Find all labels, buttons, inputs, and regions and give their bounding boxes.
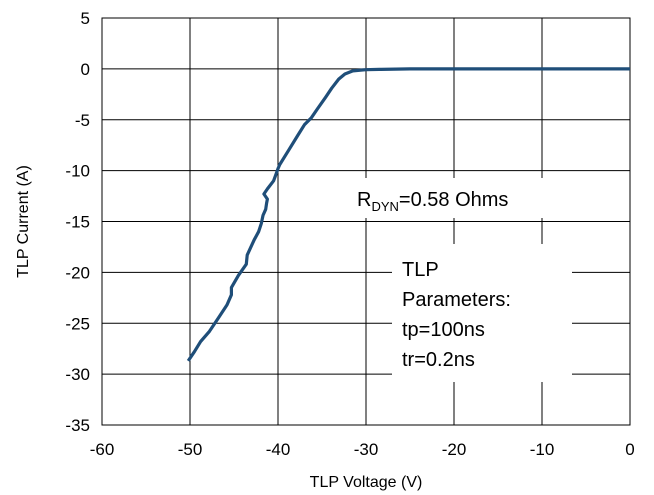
annotation-backgrounds: [348, 178, 580, 382]
tlp-param-line: tr=0.2ns: [402, 349, 475, 371]
tlp-param-line: Parameters:: [402, 289, 511, 311]
plot-area-border: [101, 17, 631, 426]
x-tick-labels: -60 -50 -40 -30 -20 -10 0: [90, 440, 635, 459]
x-tick-label: -30: [354, 440, 379, 459]
x-axis-title: TLP Voltage (V): [310, 474, 423, 491]
x-tick-label: -20: [442, 440, 467, 459]
rdyn-subscript: DYN: [371, 199, 398, 214]
y-tick-label: -35: [65, 416, 90, 435]
tlp-parameters-annotation: TLP Parameters: tp=100ns tr=0.2ns: [402, 259, 511, 371]
rdyn-annotation: RDYN=0.58 Ohms: [357, 189, 508, 214]
y-axis-title: TLP Current (A): [15, 165, 32, 278]
series-group: [186, 67, 630, 362]
y-tick-labels: 5 0 -5 -10 -15 -20 -25 -30 -35: [65, 9, 90, 435]
y-tick-label: 0: [81, 60, 90, 79]
y-tick-label: -30: [65, 365, 90, 384]
y-tick-label: -10: [65, 162, 90, 181]
y-tick-label: 5: [81, 9, 90, 28]
series-line: [186, 67, 630, 362]
y-tick-label: -15: [65, 213, 90, 232]
x-tick-label: -60: [90, 440, 115, 459]
rdyn-value: =0.58 Ohms: [399, 189, 509, 211]
x-tick-label: -10: [530, 440, 555, 459]
tlp-params-background: [392, 244, 572, 382]
x-tick-label: -50: [178, 440, 203, 459]
y-tick-label: -20: [65, 263, 90, 282]
x-tick-label: -40: [266, 440, 291, 459]
tlp-param-line: tp=100ns: [402, 319, 485, 341]
y-tick-label: -5: [75, 111, 90, 130]
y-tick-label: -25: [65, 314, 90, 333]
rdyn-background: [348, 178, 580, 218]
rdyn-symbol: R: [357, 189, 371, 211]
x-tick-label: 0: [625, 440, 634, 459]
tlp-param-line: TLP: [402, 259, 439, 281]
